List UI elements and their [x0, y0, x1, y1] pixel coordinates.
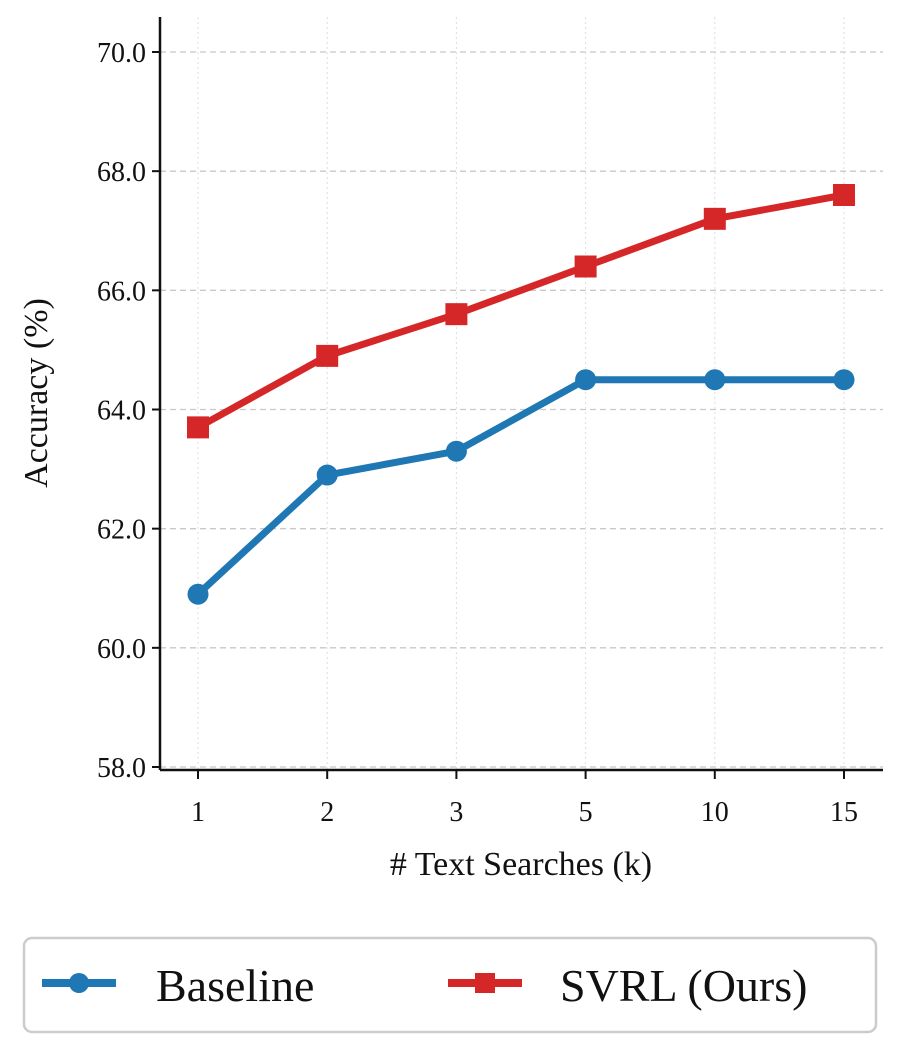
y-tick-label: 60.0 [97, 634, 146, 665]
y-tick-label: 58.0 [97, 753, 146, 784]
legend-svrl-label: SVRL (Ours) [560, 960, 807, 1011]
x-axis-title: # Text Searches (k) [390, 846, 652, 883]
x-tick-label: 3 [449, 797, 463, 828]
x-tick-label: 5 [579, 797, 593, 828]
data-point [574, 255, 597, 278]
y-tick-label: 66.0 [97, 276, 146, 307]
grid [160, 17, 883, 770]
data-point [445, 440, 467, 462]
data-point [833, 184, 855, 206]
x-tick-label: 10 [701, 797, 729, 828]
data-point [316, 464, 338, 486]
data-point [187, 583, 209, 605]
x-tick-label: 15 [830, 797, 858, 828]
x-tick-label: 1 [191, 797, 205, 828]
series [187, 184, 855, 605]
data-point [445, 303, 468, 326]
legend-item-baseline: Baseline [42, 960, 314, 1011]
data-point [833, 369, 855, 391]
tick-labels: 58.0 60.0 62.0 64.0 66.0 68.0 70.0 1 2 3 5 10 15 [97, 38, 858, 828]
legend-baseline-label: Baseline [156, 960, 314, 1011]
series-line [194, 376, 848, 598]
y-tick-label: 70.0 [97, 38, 146, 69]
data-point [187, 416, 209, 439]
data-point [704, 369, 726, 391]
legend: Baseline SVRL (Ours) [22, 936, 878, 1034]
series-line [194, 191, 848, 431]
legend-svrl-marker [475, 973, 495, 993]
legend-baseline-marker [69, 973, 89, 993]
y-axis-title: Accuracy (%) [18, 298, 55, 488]
x-tick-label: 2 [320, 797, 334, 828]
data-point [575, 369, 597, 391]
y-tick-label: 62.0 [97, 515, 146, 546]
data-point [703, 207, 726, 230]
series-baseline [187, 369, 855, 605]
axes [158, 17, 883, 772]
data-point [316, 344, 339, 367]
y-tick-label: 64.0 [97, 396, 146, 427]
y-tick-label: 68.0 [97, 157, 146, 188]
legend-item-svrl: SVRL (Ours) [448, 960, 807, 1011]
series-svrl [187, 184, 855, 439]
